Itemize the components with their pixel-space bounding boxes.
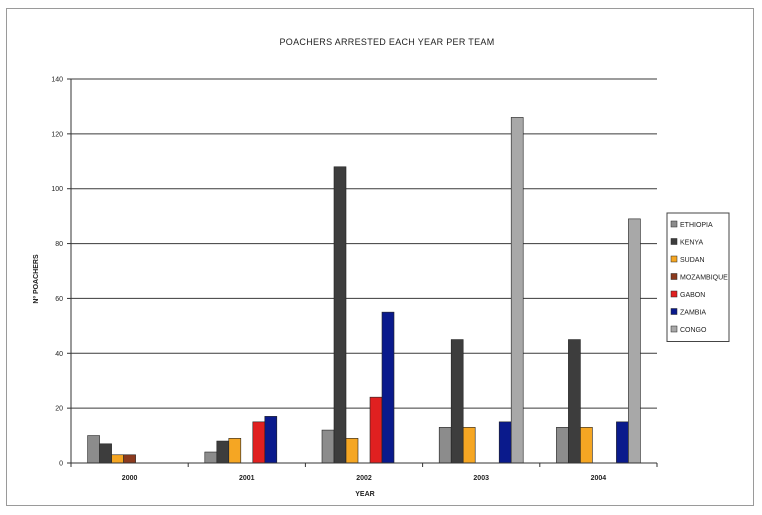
bar-congo-2004 [628, 218, 641, 464]
bar-ethiopia-2000 [87, 435, 100, 464]
bar-zambia-2002 [381, 311, 395, 464]
bar-mozambique-2000 [123, 454, 136, 464]
legend-swatch [670, 273, 678, 280]
gridlines [71, 78, 657, 409]
bar-kenya-2000 [99, 443, 112, 464]
legend-label: SUDAN [680, 257, 705, 264]
bar-sudan-2004 [580, 427, 593, 464]
bar-congo-2003 [510, 117, 524, 464]
legend-label: CONGO [680, 327, 707, 334]
y-axis-label: Nº POACHERS [33, 254, 40, 304]
bar-zambia-2001 [264, 416, 278, 464]
y-tick-label: 40 [55, 351, 63, 358]
y-tick-label: 120 [51, 131, 63, 138]
legend-label: KENYA [680, 240, 704, 247]
bars [87, 117, 641, 464]
legend-label: ZAMBIA [680, 310, 706, 317]
chart-frame: POACHERS ARRESTED EACH YEAR PER TEAM 0 20… [6, 8, 754, 506]
x-tick-label: 2002 [356, 475, 372, 482]
x-axis-label: YEAR [355, 491, 374, 498]
bar-kenya-2004 [568, 339, 581, 464]
bar-zambia-2003 [498, 421, 512, 464]
bar-kenya-2001 [216, 440, 230, 464]
y-axis-ticks: 0 20 40 60 80 100 120 140 [51, 77, 71, 468]
bar-gabon-2002 [369, 396, 383, 464]
bar-sudan-2002 [345, 438, 359, 464]
legend-swatch [670, 290, 678, 298]
legend-swatch [670, 325, 678, 333]
bar-kenya-2003 [450, 339, 464, 464]
y-tick-label: 0 [59, 461, 63, 468]
bar-kenya-2002 [333, 166, 347, 464]
x-tick-label: 2004 [591, 475, 607, 482]
legend-swatch [670, 238, 678, 245]
legend-swatch [670, 220, 678, 228]
y-tick-label: 140 [51, 77, 63, 84]
x-tick-label: 2003 [473, 475, 489, 482]
bar-gabon-2001 [252, 421, 266, 464]
y-tick-label: 80 [55, 241, 63, 248]
chart-title: POACHERS ARRESTED EACH YEAR PER TEAM [279, 37, 494, 47]
y-tick-label: 20 [55, 406, 63, 413]
bar-zambia-2004 [616, 421, 629, 464]
bar-sudan-2001 [228, 438, 242, 464]
axes [70, 79, 657, 464]
bar-sudan-2003 [462, 427, 476, 464]
legend-label: GABON [680, 292, 705, 299]
legend-label: MOZAMBIQUE [680, 275, 728, 282]
bar-sudan-2000 [111, 454, 124, 464]
legend-swatch [670, 308, 678, 315]
y-tick-label: 100 [51, 186, 63, 193]
bar-ethiopia-2001 [204, 451, 218, 464]
bar-ethiopia-2002 [321, 429, 335, 464]
bar-ethiopia-2004 [556, 427, 569, 464]
x-tick-label: 2000 [122, 475, 138, 482]
legend-box [666, 212, 730, 342]
legend: ETHIOPIA KENYA SUDAN MOZAMBIQUE GABON ZAMBIA C… [666, 212, 730, 342]
x-tick-label: 2001 [239, 475, 255, 482]
bar-ethiopia-2003 [438, 427, 452, 464]
legend-label: ETHIOPIA [680, 222, 713, 229]
chart: POACHERS ARRESTED EACH YEAR PER TEAM 0 20… [33, 37, 730, 498]
legend-swatch [670, 255, 678, 263]
x-axis-ticks: 2000 2001 2002 2003 2004 [70, 463, 658, 482]
y-tick-label: 60 [55, 296, 63, 303]
